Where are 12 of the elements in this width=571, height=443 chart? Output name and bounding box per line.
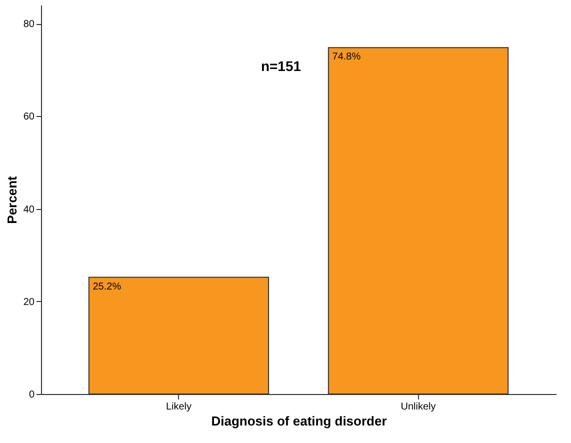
y-axis-title: Percent — [4, 175, 20, 224]
y-tick-label: 20 — [23, 296, 35, 308]
y-tick-label: 40 — [23, 204, 35, 216]
y-tick-label: 80 — [23, 19, 35, 30]
x-axis-title: Diagnosis of eating disorder — [211, 414, 387, 428]
annotation: n=151 — [260, 58, 302, 74]
y-tick-label: 60 — [23, 112, 35, 123]
y-tick-label: 0 — [28, 390, 35, 400]
x-tick-label: Likely — [166, 402, 192, 412]
data-label: 25.2% — [92, 281, 122, 292]
x-tick-label: Unlikely — [400, 402, 436, 412]
data-label: 74.8% — [332, 52, 361, 63]
